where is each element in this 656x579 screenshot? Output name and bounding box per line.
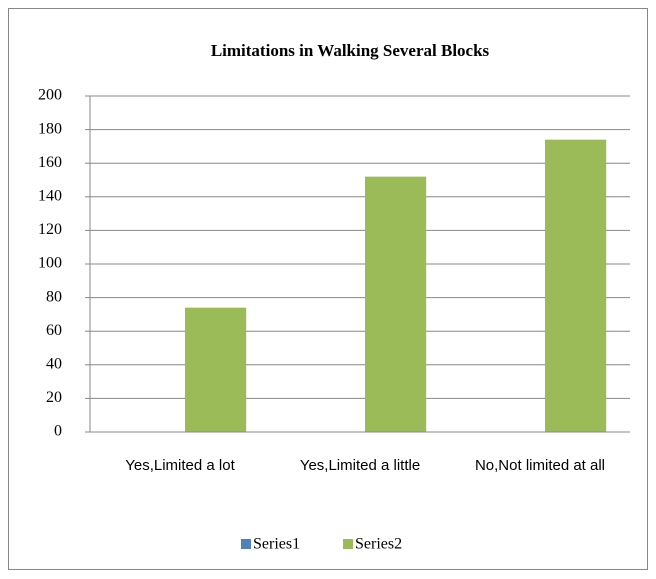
x-tick-label: No,Not limited at all [474,457,606,474]
legend-swatch [343,539,353,549]
y-tick-label: 120 [38,221,62,238]
y-tick-label: 80 [46,288,62,305]
y-tick-label: 200 [38,87,62,104]
legend-swatch [241,539,251,549]
y-tick-label: 20 [46,389,62,406]
y-tick-label: 180 [38,120,62,137]
legend-label: Series1 [253,536,300,553]
bar [365,176,427,432]
bar [545,139,607,432]
y-tick-label: 60 [46,322,62,339]
legend-label: Series2 [355,536,402,553]
y-tick-label: 100 [38,255,62,272]
y-tick-label: 0 [54,423,62,440]
y-tick-label: 140 [38,187,62,204]
bar [185,307,247,432]
y-tick-label: 160 [38,154,62,171]
chart-title: Limitations in Walking Several Blocks [211,41,490,60]
y-tick-label: 40 [46,355,62,372]
x-tick-label: Yes,Limited a little [299,457,421,474]
chart-border [8,8,648,570]
x-tick-label: Yes,Limited a lot [125,457,235,474]
